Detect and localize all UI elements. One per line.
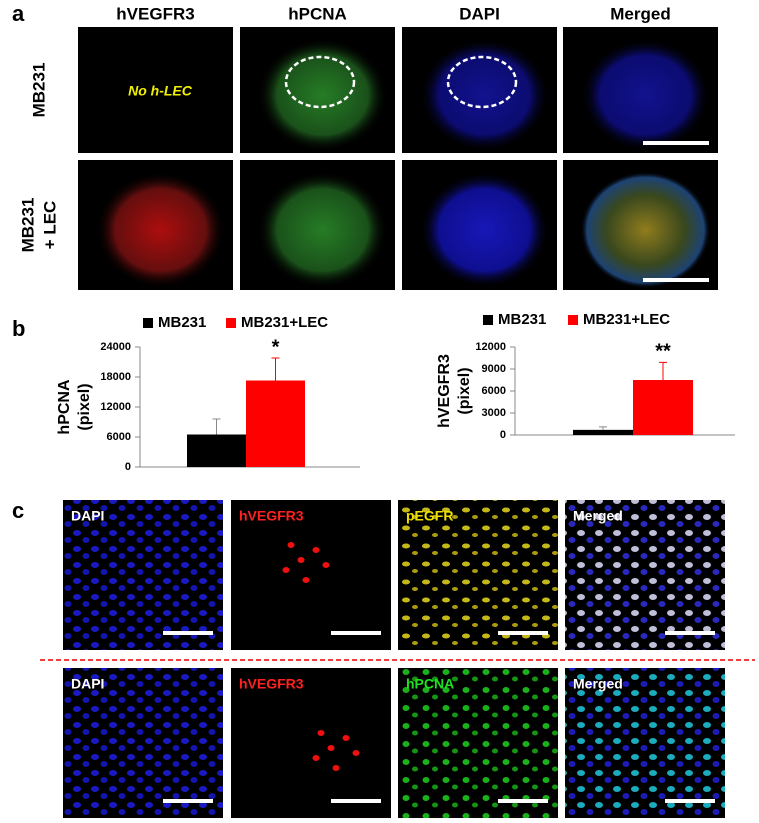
cells: [565, 668, 725, 818]
tissue: [580, 171, 711, 289]
y-tick-label: 3000: [482, 407, 506, 419]
cell: [302, 577, 310, 583]
legend-label: MB231: [158, 314, 206, 331]
y-tick-label: 12000: [475, 341, 506, 353]
cell: [322, 562, 330, 568]
tissue: [419, 171, 550, 289]
error-bar: [659, 361, 667, 380]
y-tick-label: 12000: [100, 401, 131, 413]
legend-swatch: [226, 318, 236, 328]
column-header: DAPI: [459, 4, 500, 23]
cell: [317, 730, 325, 736]
cell: [287, 542, 295, 548]
cell: [332, 765, 340, 771]
y-tick-label: 6000: [482, 385, 506, 397]
micrograph: [231, 668, 391, 818]
cell: [312, 755, 320, 761]
column-header: hVEGFR3: [116, 4, 194, 23]
error-bar: [599, 426, 607, 430]
cell: [352, 750, 360, 756]
cell: [312, 547, 320, 553]
error-bar: [271, 357, 280, 381]
y-axis-label: hPCNA: [56, 379, 73, 435]
column-header: Merged: [610, 4, 670, 23]
cell: [342, 735, 350, 741]
tissue: [580, 38, 711, 152]
micrograph: [78, 27, 233, 153]
micrograph: [231, 500, 391, 650]
row-label: MB231: [18, 198, 37, 253]
significance: **: [655, 341, 671, 363]
outline: [446, 55, 518, 109]
image-label: Merged: [573, 508, 623, 524]
tissue: [95, 171, 226, 289]
y-tick-label: 0: [500, 429, 506, 441]
column-header: hPCNA: [288, 4, 347, 23]
y-tick-label: 6000: [107, 431, 131, 443]
image-label: hVEGFR3: [239, 508, 304, 524]
bar: [633, 380, 693, 435]
error-bar: [212, 418, 221, 435]
legend-label: MB231: [498, 311, 546, 328]
tissue: [257, 171, 388, 289]
bar: [246, 380, 305, 467]
row-label: MB231: [29, 63, 48, 118]
image-label: DAPI: [71, 676, 104, 692]
bar: [573, 429, 633, 435]
cells: [63, 500, 223, 650]
legend-swatch: [568, 315, 578, 325]
cells: [398, 500, 558, 650]
y-tick-label: 0: [125, 461, 131, 473]
cells: [63, 668, 223, 818]
panel-label: b: [12, 316, 25, 341]
image-label: hVEGFR3: [239, 676, 304, 692]
panel-label: c: [12, 498, 24, 523]
y-axis-label: hVEGFR3: [436, 354, 453, 428]
cell: [297, 557, 305, 563]
outline: [284, 55, 356, 109]
significance: *: [272, 336, 280, 358]
image-label: DAPI: [71, 508, 104, 524]
image-label: Merged: [573, 676, 623, 692]
legend-label: MB231+LEC: [241, 314, 328, 331]
cells: [398, 668, 558, 818]
annotation: No h-LEC: [128, 83, 193, 99]
cell: [282, 567, 290, 573]
panel-label: a: [12, 1, 25, 26]
cells: [565, 500, 725, 650]
bar: [187, 434, 246, 467]
cell: [327, 745, 335, 751]
legend-label: MB231+LEC: [583, 311, 670, 328]
y-tick-label: 9000: [482, 363, 506, 375]
image-label: hPCNA: [406, 676, 454, 692]
tissue: [257, 38, 388, 152]
y-axis-label: (pixel): [456, 367, 473, 414]
row-label: + LEC: [40, 201, 59, 250]
image-label: pEGFR: [406, 508, 453, 524]
legend-swatch: [143, 318, 153, 328]
y-tick-label: 24000: [100, 341, 131, 353]
tissue: [419, 38, 550, 152]
legend-swatch: [483, 315, 493, 325]
y-tick-label: 18000: [100, 371, 131, 383]
y-axis-label: (pixel): [76, 383, 93, 430]
